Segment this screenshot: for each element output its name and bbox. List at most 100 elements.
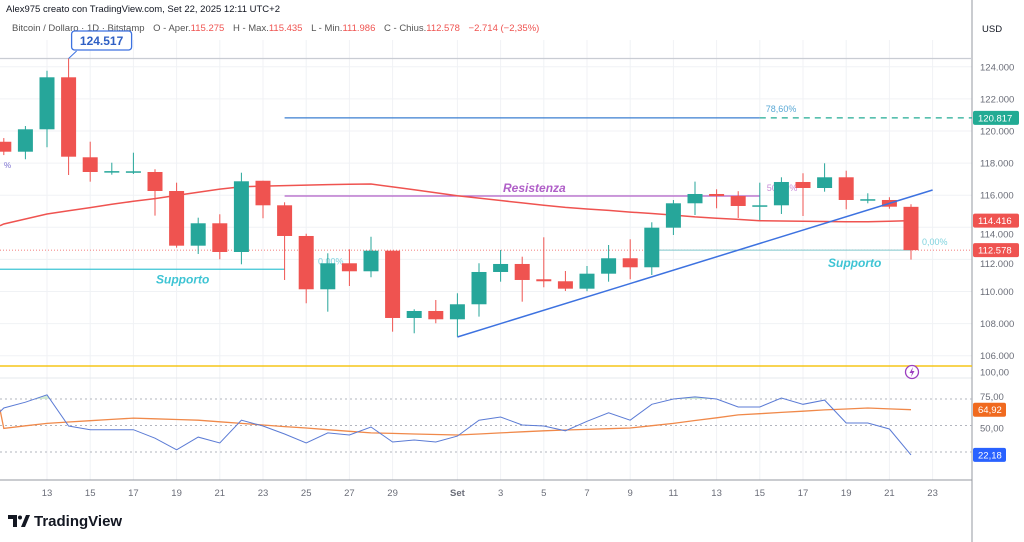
candle[interactable] <box>471 263 487 317</box>
candle[interactable] <box>644 222 660 275</box>
candle[interactable] <box>39 70 55 148</box>
candle[interactable] <box>298 233 314 304</box>
candle-body <box>298 235 314 290</box>
symbol-name[interactable]: Bitcoin / Dollaro · 1D · Bitstamp <box>12 23 145 34</box>
support-label-left: Supporto <box>156 272 209 286</box>
candle-body <box>320 263 336 290</box>
candle[interactable] <box>385 250 401 332</box>
price-tag-label: 112.578 <box>978 246 1012 257</box>
candle[interactable] <box>363 236 379 278</box>
rsi-ma-tag-label: 64,92 <box>978 405 1002 416</box>
rsi-tag-label: 22,18 <box>978 450 1002 461</box>
candle-body <box>536 279 552 282</box>
time-tick-label: 13 <box>711 488 722 499</box>
rsi-tick-75: 75,00 <box>980 392 1004 403</box>
candle[interactable] <box>0 138 12 156</box>
candle[interactable] <box>125 152 141 174</box>
candle[interactable] <box>514 256 530 302</box>
candle[interactable] <box>687 181 703 215</box>
candle[interactable] <box>17 126 33 160</box>
candle[interactable] <box>773 177 789 214</box>
candle-body <box>147 171 163 191</box>
time-tick-label: 21 <box>215 488 226 499</box>
time-tick-label: Set <box>450 488 466 499</box>
price-tick-label: 106.000 <box>980 351 1014 362</box>
rsi-ma-tag <box>973 402 1006 417</box>
chart-credit: Alex975 creato con TradingView.com, Set … <box>6 4 280 15</box>
candle[interactable] <box>752 182 768 220</box>
candle[interactable] <box>795 173 811 216</box>
time-tick-label: 27 <box>344 488 355 499</box>
time-tick-label: 23 <box>927 488 938 499</box>
candle[interactable] <box>233 172 249 265</box>
candle-body <box>579 273 595 289</box>
high-label: H - Max. <box>232 23 269 34</box>
candle[interactable] <box>709 189 725 209</box>
price-tag-label: 114.416 <box>978 216 1012 227</box>
close-value: 112.578 <box>426 23 460 34</box>
candle[interactable] <box>320 253 336 312</box>
candle-body <box>557 281 573 289</box>
price-tag <box>973 110 1019 125</box>
candle-body <box>17 129 33 152</box>
open-value: 115.275 <box>190 23 225 34</box>
candle[interactable] <box>665 200 681 235</box>
candle[interactable] <box>212 214 228 260</box>
candle[interactable] <box>147 169 163 216</box>
candle-body <box>363 250 379 272</box>
candle[interactable] <box>277 202 293 280</box>
candle-body <box>233 181 249 252</box>
price-tag <box>973 243 1019 258</box>
fib-786-label: 78,60% <box>766 104 797 114</box>
low-label: L - Min. <box>311 23 343 34</box>
candle[interactable] <box>428 299 444 324</box>
price-tick-label: 124.000 <box>980 62 1014 73</box>
candle[interactable] <box>536 237 552 288</box>
trendline[interactable] <box>457 189 933 338</box>
candle[interactable] <box>860 193 876 204</box>
time-tick-label: 13 <box>42 488 53 499</box>
time-tick-label: 29 <box>387 488 398 499</box>
tradingview-logo-icon <box>8 515 30 527</box>
candle[interactable] <box>169 182 185 248</box>
candle[interactable] <box>838 170 854 210</box>
candle[interactable] <box>406 309 422 334</box>
candle[interactable] <box>557 270 573 291</box>
candle[interactable] <box>104 162 120 175</box>
candle-body <box>428 310 444 320</box>
candle-body <box>773 181 789 206</box>
time-tick-label: 11 <box>668 488 678 499</box>
time-tick-label: 25 <box>301 488 312 499</box>
candle[interactable] <box>449 293 465 337</box>
candle[interactable] <box>341 249 357 286</box>
fib-0-label-right: 0,00% <box>922 237 948 247</box>
candle[interactable] <box>493 249 509 282</box>
candle[interactable] <box>903 204 919 260</box>
max-callout-box <box>70 30 133 51</box>
candle-body <box>169 190 185 246</box>
candle[interactable] <box>730 191 746 218</box>
candle-body <box>687 193 703 204</box>
candle-body <box>795 181 811 188</box>
candle[interactable] <box>579 265 595 292</box>
candle[interactable] <box>622 239 638 280</box>
candle[interactable] <box>82 141 98 182</box>
candle-body <box>838 177 854 200</box>
tradingview-logo[interactable]: TradingView <box>8 513 122 530</box>
price-tag-label: 120.817 <box>978 113 1012 124</box>
candle-body <box>125 171 141 173</box>
price-tick-label: 108.000 <box>980 319 1014 330</box>
resistance-label: Resistenza <box>503 181 566 195</box>
candle-body <box>0 141 12 152</box>
high-value: 115.435 <box>268 23 303 34</box>
candle[interactable] <box>255 180 271 219</box>
candle[interactable] <box>61 58 77 175</box>
rsi-tick-100: 100,00 <box>980 368 1009 379</box>
candle[interactable] <box>601 244 617 282</box>
candle[interactable] <box>817 163 833 192</box>
price-tick-label: 110.000 <box>980 287 1014 298</box>
lightning-icon-glyph <box>909 367 915 377</box>
candle[interactable] <box>190 217 206 254</box>
time-tick-label: 3 <box>498 488 503 499</box>
